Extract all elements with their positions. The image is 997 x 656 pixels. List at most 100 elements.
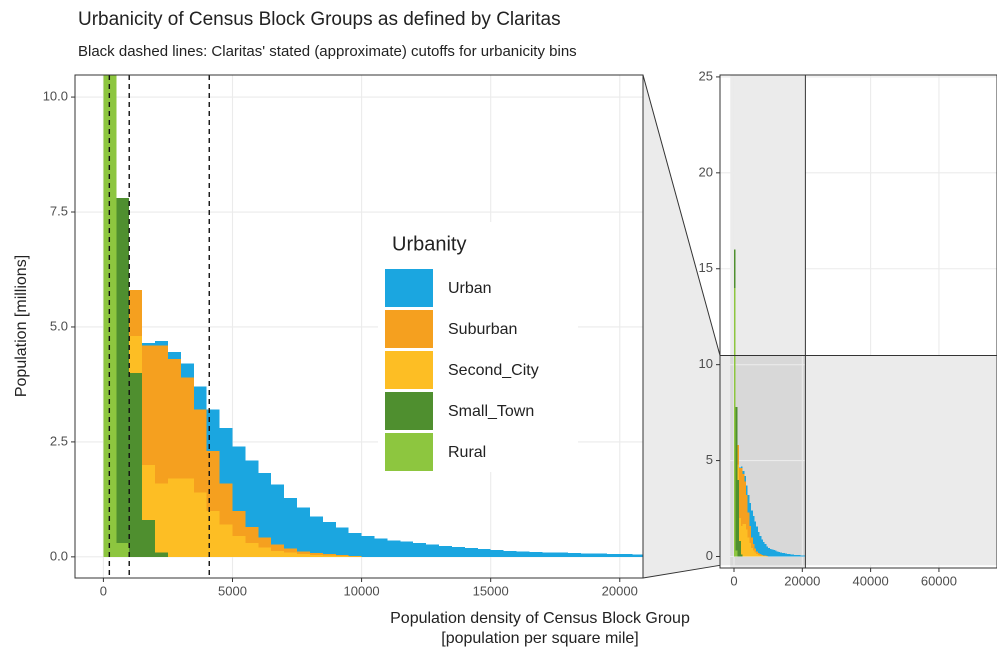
histogram-bar (736, 407, 738, 551)
histogram-bar (760, 555, 762, 556)
y-tick-label: 0.0 (50, 548, 68, 563)
histogram-bar (795, 555, 797, 557)
histogram-bar (310, 516, 323, 553)
histogram-bar (734, 250, 736, 288)
histogram-bar (271, 544, 284, 550)
legend: UrbanityUrbanSuburbanSecond_CitySmall_To… (378, 222, 578, 472)
histogram-bar (129, 373, 142, 557)
histogram-bar (799, 555, 801, 556)
legend-title: Urbanity (392, 233, 466, 255)
y-tick-label: 7.5 (50, 203, 68, 218)
histogram-bar (734, 288, 736, 557)
histogram-bar (620, 554, 633, 557)
histogram-bar (258, 538, 271, 548)
histogram-bar (413, 543, 426, 557)
histogram-bar (743, 474, 745, 524)
histogram-bar (756, 526, 758, 551)
histogram-bar (746, 530, 748, 557)
histogram-bar (555, 553, 568, 557)
histogram-bar (452, 547, 465, 557)
histogram-bar (478, 549, 491, 557)
histogram-bar (784, 553, 786, 556)
histogram-bar (737, 480, 739, 557)
x-axis-label: [population per square mile] (441, 630, 638, 647)
x-tick-label: 0 (100, 583, 107, 598)
histogram-bar (746, 495, 748, 530)
histogram-bar (155, 341, 168, 346)
histogram-bar (155, 552, 168, 557)
histogram-bar (220, 483, 233, 524)
histogram-bar (772, 550, 774, 557)
histogram-bar (794, 555, 796, 557)
histogram-bar (349, 533, 362, 556)
histogram-bar (778, 552, 780, 557)
histogram-bar (232, 536, 245, 557)
histogram-bar (232, 511, 245, 536)
histogram-bar (232, 447, 245, 511)
histogram-bar (155, 483, 168, 552)
histogram-bar (542, 552, 555, 557)
legend-label: Small_Town (448, 403, 534, 420)
histogram-bar (789, 554, 791, 556)
histogram-bar (775, 551, 777, 557)
histogram-bar (748, 495, 750, 512)
histogram-bar (761, 540, 763, 555)
histogram-bar (400, 542, 413, 557)
x-tick-label: 40000 (853, 573, 889, 588)
histogram-bar (220, 428, 233, 483)
y-tick-label: 15 (699, 260, 713, 275)
histogram-bar (581, 554, 594, 557)
histogram-bar (770, 549, 772, 557)
histogram-bar (773, 550, 775, 556)
histogram-bar (245, 543, 258, 557)
histogram-bar (739, 467, 741, 468)
histogram-bar (297, 554, 310, 557)
histogram-bar (785, 554, 787, 557)
legend-label: Second_City (448, 362, 539, 379)
histogram-bar (763, 542, 765, 555)
histogram-bar (782, 553, 784, 557)
histogram-bar (297, 508, 310, 552)
histogram-bar (792, 555, 794, 557)
histogram-bar (607, 554, 620, 557)
histogram-bar (142, 345, 155, 465)
histogram-bar (744, 524, 746, 557)
histogram-bar (181, 479, 194, 557)
x-tick-label: 20000 (602, 583, 638, 598)
histogram-bar (748, 512, 750, 537)
histogram-bar (116, 198, 129, 543)
histogram-bar (756, 554, 758, 556)
histogram-bar (790, 554, 792, 556)
legend-key (385, 392, 433, 430)
histogram-bar (754, 553, 756, 557)
histogram-bar (751, 537, 753, 548)
histogram-bar (753, 551, 755, 557)
legend-key (385, 310, 433, 348)
histogram-bar (323, 554, 336, 555)
histogram-bar (739, 541, 741, 556)
histogram-bar (741, 466, 743, 468)
histogram-bar (761, 556, 763, 557)
histogram-bar (129, 336, 142, 373)
histogram-bar (142, 520, 155, 557)
histogram-bar (758, 553, 760, 555)
histogram-bar (142, 343, 155, 345)
histogram-bar (491, 550, 504, 557)
histogram-bar (387, 540, 400, 557)
histogram-bar (763, 556, 765, 557)
histogram-bar (748, 537, 750, 556)
histogram-bar (744, 476, 746, 482)
histogram-bar (737, 445, 739, 464)
histogram-bar (529, 552, 542, 557)
legend-key (385, 433, 433, 471)
legend-label: Suburban (448, 321, 517, 338)
histogram-bar (739, 468, 741, 518)
histogram-bar (181, 378, 194, 479)
histogram-bar (245, 460, 258, 527)
y-tick-label: 25 (699, 68, 713, 83)
histogram-bar (758, 555, 760, 557)
histogram-bar (516, 551, 529, 557)
histogram-bar (374, 538, 387, 556)
x-tick-label: 60000 (921, 573, 957, 588)
histogram-bar (129, 290, 142, 336)
